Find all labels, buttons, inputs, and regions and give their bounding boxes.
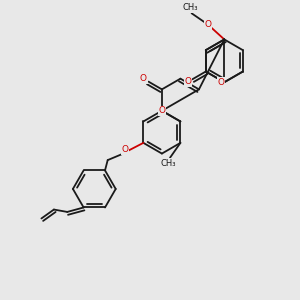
Text: O: O xyxy=(122,145,129,154)
Text: O: O xyxy=(140,74,147,83)
Text: O: O xyxy=(184,77,191,86)
Text: O: O xyxy=(205,20,212,29)
Text: CH₃: CH₃ xyxy=(182,3,198,12)
Text: O: O xyxy=(217,78,224,87)
Text: CH₃: CH₃ xyxy=(161,159,176,168)
Text: O: O xyxy=(158,106,165,115)
